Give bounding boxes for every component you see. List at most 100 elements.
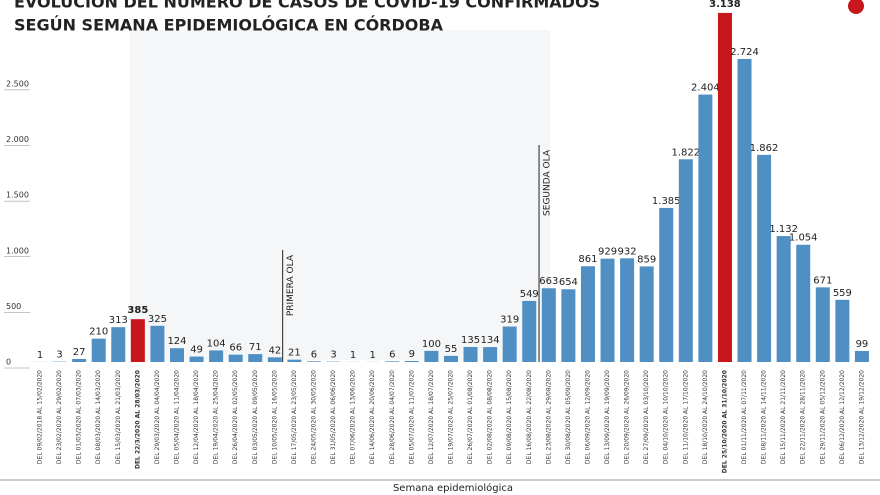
value-label: 929 xyxy=(598,247,617,258)
bar xyxy=(111,327,126,362)
value-label: 1.822 xyxy=(671,147,700,158)
value-label: 1.054 xyxy=(789,233,818,244)
bar xyxy=(561,289,576,362)
value-label: 3 xyxy=(56,350,62,361)
bar xyxy=(267,357,282,362)
chart-subtitle: SEGÚN SEMANA EPIDEMIOLÓGICA EN CÓRDOBA xyxy=(14,16,444,35)
y-tick-label: 500 xyxy=(6,302,21,311)
x-tick-label: DEL 06/12/2020 AL 12/12/2020 xyxy=(839,370,846,464)
value-label: 55 xyxy=(445,344,458,355)
value-label: 210 xyxy=(89,327,108,338)
logo xyxy=(848,0,864,14)
x-tick-label: DEL 05/07/2020 AL 11/07/2020 xyxy=(408,370,415,464)
x-tick-label: DEL 25/10/2020 AL 31/10/2020 xyxy=(721,370,728,473)
x-tick-label: DEL 13/09/2020 AL 19/09/2020 xyxy=(604,370,611,464)
x-tick-label: DEL 22/11/2020 AL 28/11/2020 xyxy=(800,370,807,464)
value-label: 42 xyxy=(268,345,281,356)
bar xyxy=(620,258,635,362)
bar xyxy=(600,258,615,362)
bar xyxy=(698,94,713,363)
value-label: 6 xyxy=(311,349,317,360)
value-label: 932 xyxy=(618,246,637,257)
value-label: 319 xyxy=(500,315,519,326)
value-label: 549 xyxy=(520,289,539,300)
x-tick-label: DEL 13/12/2020 AL 19/12/2020 xyxy=(858,370,865,464)
bar xyxy=(796,244,811,362)
y-tick-label: 2.000 xyxy=(6,135,29,144)
value-label: 100 xyxy=(422,339,441,350)
bar xyxy=(522,300,537,362)
value-label: 3.138 xyxy=(709,0,741,10)
x-tick-label: DEL 09/02/2018 AL 15/02/2020 xyxy=(37,370,44,464)
y-tick-label: 0 xyxy=(6,358,11,367)
value-label: 325 xyxy=(148,314,167,325)
x-tick-label: DEL 17/05/2020 AL 23/05/2020 xyxy=(291,370,298,464)
value-label: 671 xyxy=(813,275,832,286)
bar xyxy=(639,266,654,362)
y-tick-label: 1.000 xyxy=(6,246,29,255)
bar xyxy=(404,360,419,362)
bar xyxy=(189,356,204,362)
bar xyxy=(91,338,106,362)
value-label: 9 xyxy=(409,349,415,360)
x-tick-label: DEL 11/10/2020 AL 17/10/2020 xyxy=(682,370,689,464)
x-tick-label: DEL 12/04/2020 AL 18/04/2020 xyxy=(193,370,200,464)
x-tick-label: DEL 03/05/2020 AL 09/05/2020 xyxy=(252,370,259,464)
x-axis-title: Semana epidemiológica xyxy=(393,482,513,494)
x-tick-label: DEL 04/10/2020 AL 10/10/2020 xyxy=(663,370,670,464)
x-tick-label: DEL 23/08/2020 AL 29/08/2020 xyxy=(545,370,552,464)
value-label: 2.724 xyxy=(730,47,759,58)
value-label: 135 xyxy=(461,335,480,346)
value-label: 1.385 xyxy=(652,196,681,207)
x-tick-label: DEL 12/07/2020 AL 18/07/2020 xyxy=(428,370,435,464)
x-tick-label: DEL 09/08/2020 AL 15/08/2020 xyxy=(506,370,513,464)
value-label: 71 xyxy=(249,342,262,353)
x-tick-label: DEL 29/11/2020 AL 05/12/2020 xyxy=(819,370,826,464)
bar xyxy=(835,299,850,362)
x-tick-label: DEL 23/02/2020 AL 29/02/2020 xyxy=(56,370,63,464)
bar xyxy=(483,347,498,362)
value-label: 124 xyxy=(167,336,186,347)
x-tick-label: DEL 08/11/2020 AL 14/11/2020 xyxy=(761,370,768,464)
value-label: 3 xyxy=(330,350,336,361)
value-label: 99 xyxy=(856,339,869,350)
value-label: 1 xyxy=(350,350,356,361)
x-tick-label: DEL 30/08/2020 AL 05/09/2020 xyxy=(565,370,572,464)
x-tick-label: DEL 01/11/2020 AL 07/11/2020 xyxy=(741,370,748,464)
bar xyxy=(306,361,321,362)
x-tick-label: DEL 26/07/2020 AL 01/08/2020 xyxy=(467,370,474,464)
y-tick-label: 1.500 xyxy=(6,191,29,200)
value-label: 654 xyxy=(559,277,578,288)
bar xyxy=(678,159,693,362)
annotation: SEGUNDA OLA xyxy=(543,149,553,216)
x-tick-label: DEL 24/05/2020 AL 30/05/2020 xyxy=(310,370,317,464)
value-label: 1 xyxy=(37,350,43,361)
bar xyxy=(248,354,263,362)
bar xyxy=(659,207,674,362)
annotation: PRIMERA OLA xyxy=(286,254,296,316)
bar xyxy=(776,236,791,362)
value-label: 663 xyxy=(539,276,558,287)
bar xyxy=(854,350,869,362)
bar xyxy=(815,287,830,362)
x-tick-label: DEL 29/03/2020 AL 04/04/2020 xyxy=(154,370,161,464)
bar xyxy=(150,325,165,362)
photo-background xyxy=(130,30,550,360)
x-tick-label: DEL 06/09/2020 AL 12/09/2020 xyxy=(584,370,591,464)
chart-title: EVOLUCIÓN DEL NÚMERO DE CASOS DE COVID-1… xyxy=(14,0,600,12)
x-tick-label: DEL 18/10/2020 AL 24/10/2020 xyxy=(702,370,709,464)
x-tick-label: DEL 16/08/2020 AL 22/08/2020 xyxy=(526,370,533,464)
value-label: 2.404 xyxy=(691,83,720,94)
bar xyxy=(72,358,87,362)
value-label: 385 xyxy=(127,305,148,316)
bar xyxy=(169,348,184,362)
x-tick-label: DEL 07/06/2020 AL 13/06/2020 xyxy=(350,370,357,464)
x-tick-label: DEL 27/09/2020 AL 03/10/2020 xyxy=(643,370,650,464)
bar xyxy=(228,354,243,362)
bar xyxy=(443,355,458,362)
value-label: 859 xyxy=(637,254,656,265)
x-tick-label: DEL 19/07/2020 AL 25/07/2020 xyxy=(447,370,454,464)
bar xyxy=(541,288,556,362)
x-tick-label: DEL 28/06/2020 AL 04/07/2020 xyxy=(389,370,396,464)
